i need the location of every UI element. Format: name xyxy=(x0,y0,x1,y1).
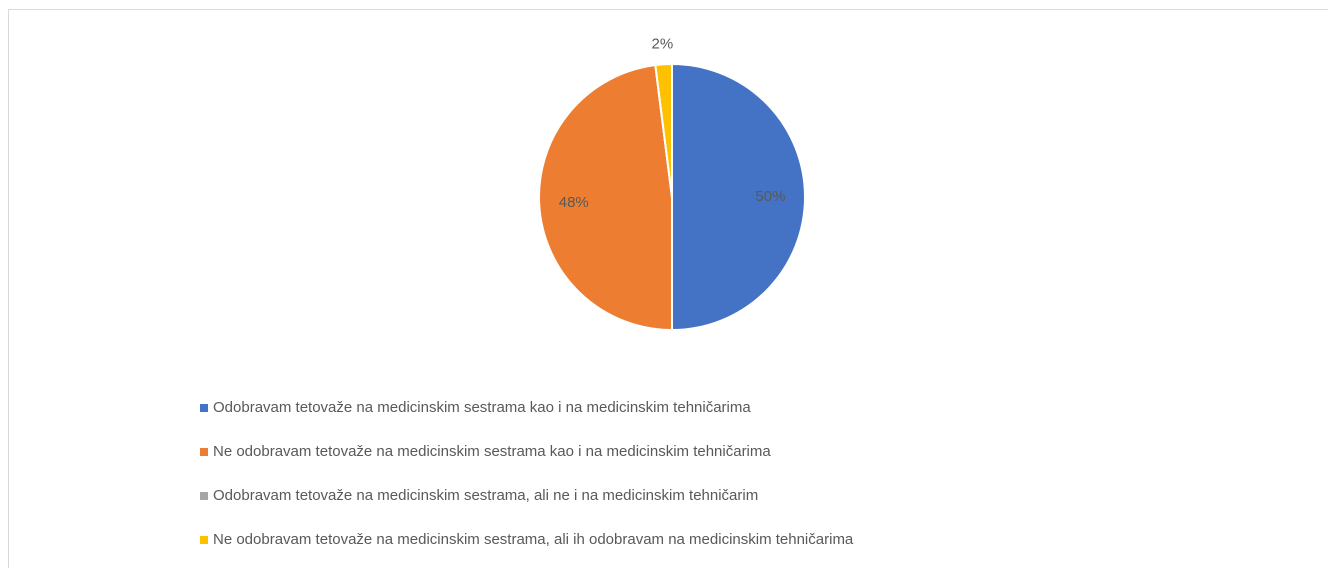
pie-slice xyxy=(671,62,806,332)
pie-slice xyxy=(538,63,673,332)
legend-label: Odobravam tetovaže na medicinskim sestra… xyxy=(213,487,758,504)
legend-marker xyxy=(200,448,208,456)
legend-label: Ne odobravam tetovaže na medicinskim ses… xyxy=(213,443,771,460)
data-label: 48% xyxy=(559,194,589,211)
legend-marker xyxy=(200,536,208,544)
legend-marker xyxy=(200,404,208,412)
pie-slice xyxy=(654,62,673,198)
data-label: 50% xyxy=(755,188,785,205)
legend-marker xyxy=(200,492,208,500)
legend-label: Ne odobravam tetovaže na medicinskim ses… xyxy=(213,531,854,548)
legend-label: Odobravam tetovaže na medicinskim sestra… xyxy=(213,399,751,416)
data-label: 2% xyxy=(652,35,674,52)
